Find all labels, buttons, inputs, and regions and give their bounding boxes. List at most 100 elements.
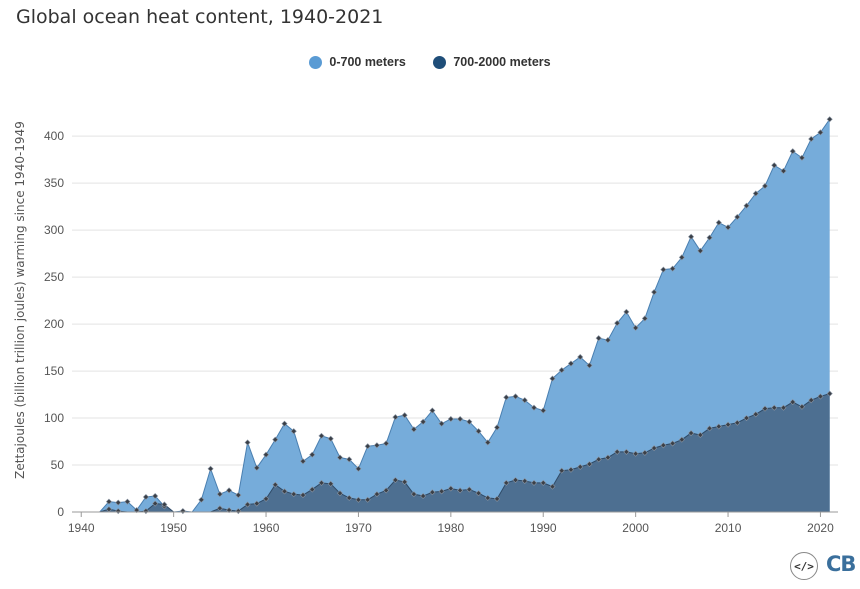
area-series-1 — [81, 393, 830, 512]
y-tick-label-100: 100 — [44, 411, 64, 425]
point-s0-2015 — [771, 162, 778, 169]
point-s0-2020 — [817, 129, 824, 136]
point-s0-1998 — [614, 320, 621, 327]
legend-item-700-2000[interactable]: 700-2000 meters — [433, 55, 551, 69]
point-s0-1948 — [152, 493, 159, 500]
point-s0-1977 — [420, 418, 427, 425]
point-s1-2021 — [826, 390, 833, 397]
point-s0-1962 — [281, 420, 288, 427]
point-s0-2009 — [715, 219, 722, 226]
point-s1-1975 — [401, 478, 408, 485]
point-s1-1965 — [309, 486, 316, 493]
point-s0-1985 — [494, 424, 501, 431]
point-s0-1982 — [466, 418, 473, 425]
point-s1-1988 — [521, 477, 528, 485]
point-s0-1954 — [207, 465, 214, 472]
point-s0-1999 — [623, 308, 630, 315]
x-tick-label-1980: 1980 — [437, 521, 464, 535]
point-s0-1994 — [577, 353, 584, 361]
y-axis-label: Zettajoules (billion trillion joules) wa… — [13, 121, 27, 479]
point-s1-2005 — [678, 436, 685, 443]
point-s0-1972 — [373, 442, 380, 449]
point-s0-2021 — [826, 116, 833, 123]
point-s1-1974 — [392, 477, 399, 484]
point-s0-2012 — [743, 202, 750, 209]
chart-axes: 0 50 100 150 200 250 300 350 400 1940 1950 1960 1970… — [44, 129, 838, 535]
point-s1-2017 — [789, 399, 796, 406]
point-s0-2003 — [660, 266, 667, 273]
point-s0-2000 — [632, 324, 639, 331]
point-s0-1987 — [512, 393, 519, 400]
point-s1-1976 — [410, 491, 417, 498]
point-s0-2008 — [706, 234, 713, 241]
point-s1-1987 — [512, 477, 519, 484]
point-s0-2005 — [678, 254, 685, 261]
legend-label-700-2000: 700-2000 meters — [453, 55, 551, 69]
point-s1-2009 — [715, 423, 722, 430]
point-s0-1946 — [133, 507, 140, 514]
point-s0-1980 — [447, 415, 454, 423]
point-s1-1986 — [503, 479, 510, 486]
point-s1-1972 — [373, 491, 380, 498]
point-s0-1984 — [484, 439, 491, 446]
carbon-brief-logo: CB — [826, 552, 856, 576]
point-s1-2004 — [669, 440, 676, 447]
point-s0-2017 — [789, 148, 796, 155]
point-s1-2007 — [697, 431, 704, 438]
point-s0-1973 — [383, 440, 390, 447]
point-s1-1997 — [604, 454, 611, 461]
point-s0-1979 — [438, 420, 445, 427]
point-s0-1990 — [540, 407, 547, 414]
point-s0-1959 — [253, 464, 260, 471]
point-s0-1981 — [457, 415, 464, 423]
point-s1-1948 — [152, 500, 159, 507]
point-s0-1969 — [346, 456, 353, 463]
point-s0-1944 — [115, 499, 122, 506]
point-s1-2002 — [651, 445, 658, 452]
point-s0-1978 — [429, 407, 436, 414]
point-s0-2001 — [641, 315, 648, 322]
y-tick-label-250: 250 — [44, 270, 64, 284]
point-s1-1999 — [623, 448, 630, 455]
point-s1-2018 — [798, 403, 805, 410]
point-s1-1980 — [447, 485, 454, 492]
embed-code-icon[interactable]: </> — [790, 552, 818, 580]
point-s1-1969 — [346, 494, 353, 501]
point-s0-1966 — [318, 432, 325, 439]
point-s0-2002 — [651, 289, 658, 296]
legend-label-0-700: 0-700 meters — [329, 55, 406, 69]
point-s0-1993 — [567, 360, 574, 367]
point-s1-1982 — [466, 486, 473, 493]
point-s1-2008 — [706, 425, 713, 432]
point-s0-1961 — [272, 436, 279, 443]
point-s1-1981 — [457, 487, 464, 494]
point-s1-2000 — [632, 450, 639, 457]
point-s0-2018 — [798, 154, 805, 161]
point-s1-1959 — [253, 500, 260, 507]
area-series-0 — [81, 119, 830, 513]
point-s0-1945 — [124, 498, 131, 505]
point-s0-1967 — [327, 435, 334, 442]
point-s0-1991 — [549, 375, 556, 382]
line-series-0 — [81, 118, 831, 513]
legend-item-0-700[interactable]: 0-700 meters — [309, 55, 406, 69]
point-s1-1963 — [290, 491, 297, 498]
y-tick-label-400: 400 — [44, 129, 64, 143]
point-s1-1994 — [577, 463, 584, 470]
point-s0-1965 — [309, 451, 316, 458]
point-s1-2013 — [752, 411, 759, 418]
point-s1-1971 — [364, 496, 371, 503]
point-s0-1996 — [595, 335, 602, 342]
point-s1-1992 — [558, 467, 565, 474]
x-tick-label-2000: 2000 — [622, 521, 649, 535]
point-s1-2019 — [808, 397, 815, 404]
point-s0-1953 — [198, 496, 205, 503]
point-s0-1989 — [530, 404, 538, 411]
point-s0-1955 — [216, 491, 223, 498]
point-s1-1961 — [272, 481, 279, 488]
point-s0-1983 — [475, 428, 482, 435]
point-s1-2015 — [771, 404, 778, 411]
point-s1-2012 — [743, 415, 750, 422]
y-tick-label-50: 50 — [51, 458, 65, 472]
point-s1-1964 — [299, 492, 307, 499]
